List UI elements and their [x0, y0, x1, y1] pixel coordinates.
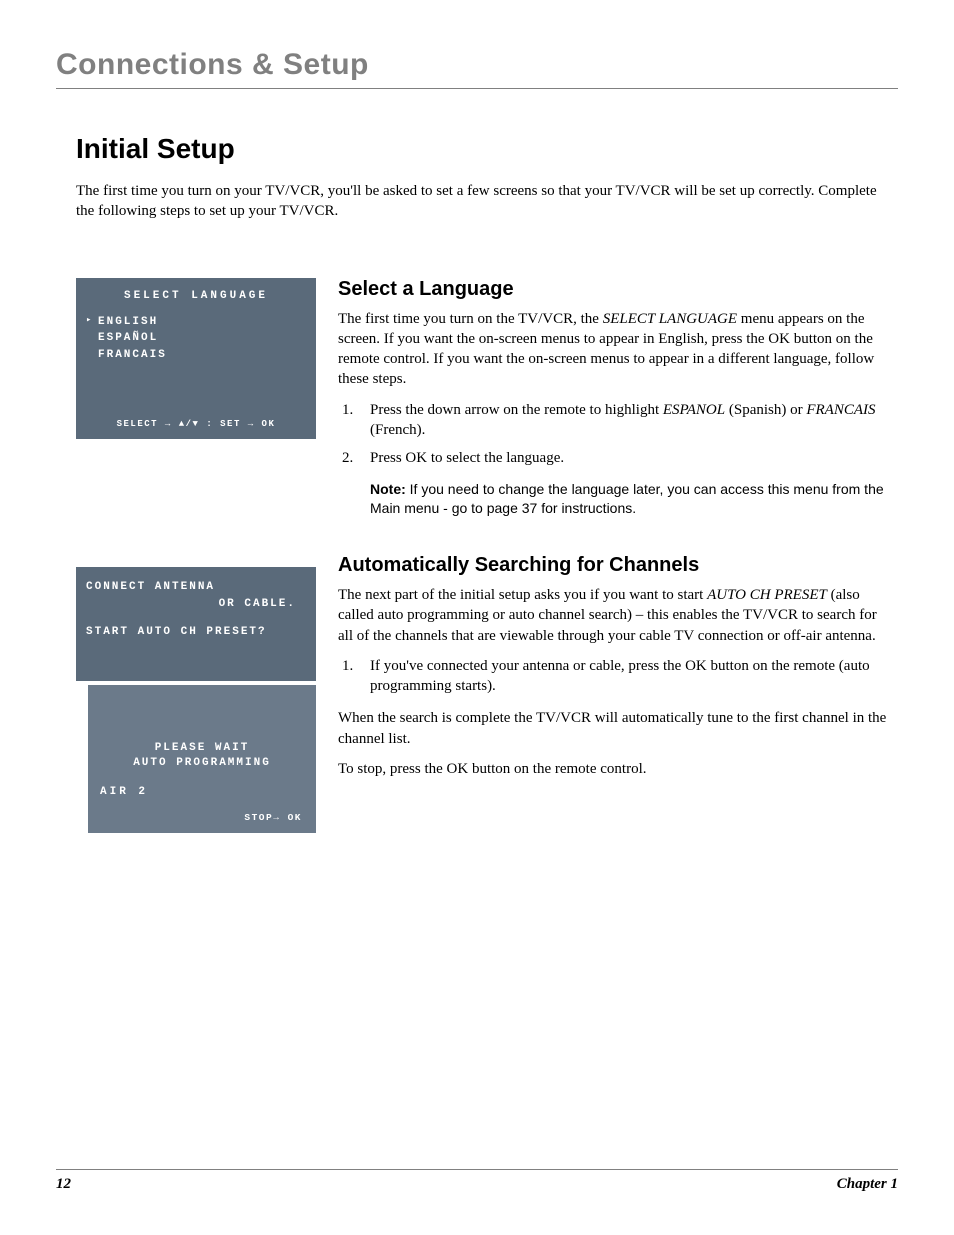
- step-number: 1.: [342, 656, 356, 697]
- step-number: 1.: [342, 400, 356, 441]
- section2-p1: The next part of the initial setup asks …: [338, 585, 894, 646]
- osd-select-language: SELECT LANGUAGE ENGLISH ESPAÑOL FRANCAIS…: [76, 278, 316, 440]
- chapter-header: Connections & Setup: [56, 48, 898, 89]
- osd2a-line3: START AUTO CH PRESET?: [86, 624, 306, 641]
- section2-p3: To stop, press the OK button on the remo…: [338, 759, 894, 779]
- text: (French).: [370, 422, 425, 438]
- osd2b-stop: STOP→ OK: [98, 812, 306, 823]
- page-title: Initial Setup: [76, 133, 898, 165]
- step-text: Press OK to select the language.: [370, 448, 894, 468]
- text-italic: AUTO CH PRESET: [707, 587, 827, 603]
- text-italic: ESPANOL: [663, 402, 725, 418]
- step: 1. If you've connected your antenna or c…: [342, 656, 894, 697]
- right-column: Select a Language The first time you tur…: [338, 278, 898, 860]
- osd-connect-antenna: CONNECT ANTENNA OR CABLE. START AUTO CH …: [76, 567, 316, 681]
- text: Press the down arrow on the remote to hi…: [370, 402, 663, 418]
- osd2b-wait1: PLEASE WAIT: [98, 741, 306, 757]
- section1-heading: Select a Language: [338, 278, 894, 301]
- page-number: 12: [56, 1176, 71, 1193]
- step-text: Press the down arrow on the remote to hi…: [370, 400, 894, 441]
- text: The first time you turn on the TV/VCR, t…: [338, 311, 603, 327]
- osd2b-air: AIR 2: [98, 786, 306, 798]
- note-label: Note:: [370, 481, 406, 497]
- step-number: 2.: [342, 448, 356, 468]
- left-column: SELECT LANGUAGE ENGLISH ESPAÑOL FRANCAIS…: [76, 278, 316, 860]
- chapter-label: Chapter 1: [837, 1176, 898, 1193]
- osd-item-english: ENGLISH: [86, 314, 306, 331]
- text-italic: SELECT LANGUAGE: [603, 311, 737, 327]
- osd2b-wait2: AUTO PROGRAMMING: [98, 756, 306, 772]
- osd-footer: SELECT → ▲/▼ : SET → OK: [86, 419, 306, 429]
- section2-heading: Automatically Searching for Channels: [338, 554, 894, 577]
- note-text: If you need to change the language later…: [370, 481, 884, 516]
- step: 2. Press OK to select the language.: [342, 448, 894, 468]
- osd-title: SELECT LANGUAGE: [86, 290, 306, 302]
- osd2a-line1: CONNECT ANTENNA: [86, 579, 306, 596]
- section1-steps: 1. Press the down arrow on the remote to…: [342, 400, 894, 469]
- intro-paragraph: The first time you turn on your TV/VCR, …: [76, 181, 890, 222]
- step: 1. Press the down arrow on the remote to…: [342, 400, 894, 441]
- osd-item-francais: FRANCAIS: [86, 347, 306, 364]
- osd2a-line2: OR CABLE.: [86, 596, 306, 613]
- text: The next part of the initial setup asks …: [338, 587, 707, 603]
- section1-note: Note: If you need to change the language…: [370, 480, 894, 518]
- osd-auto-programming: PLEASE WAIT AUTO PROGRAMMING AIR 2 STOP→…: [88, 685, 316, 834]
- section2-steps: 1. If you've connected your antenna or c…: [342, 656, 894, 697]
- step-text: If you've connected your antenna or cabl…: [370, 656, 894, 697]
- page-footer: 12 Chapter 1: [56, 1169, 898, 1193]
- section1-p1: The first time you turn on the TV/VCR, t…: [338, 309, 894, 390]
- osd-item-espanol: ESPAÑOL: [86, 330, 306, 347]
- text-italic: FRANCAIS: [806, 402, 875, 418]
- content-columns: SELECT LANGUAGE ENGLISH ESPAÑOL FRANCAIS…: [76, 278, 898, 860]
- text: (Spanish) or: [725, 402, 806, 418]
- section2-p2: When the search is complete the TV/VCR w…: [338, 708, 894, 749]
